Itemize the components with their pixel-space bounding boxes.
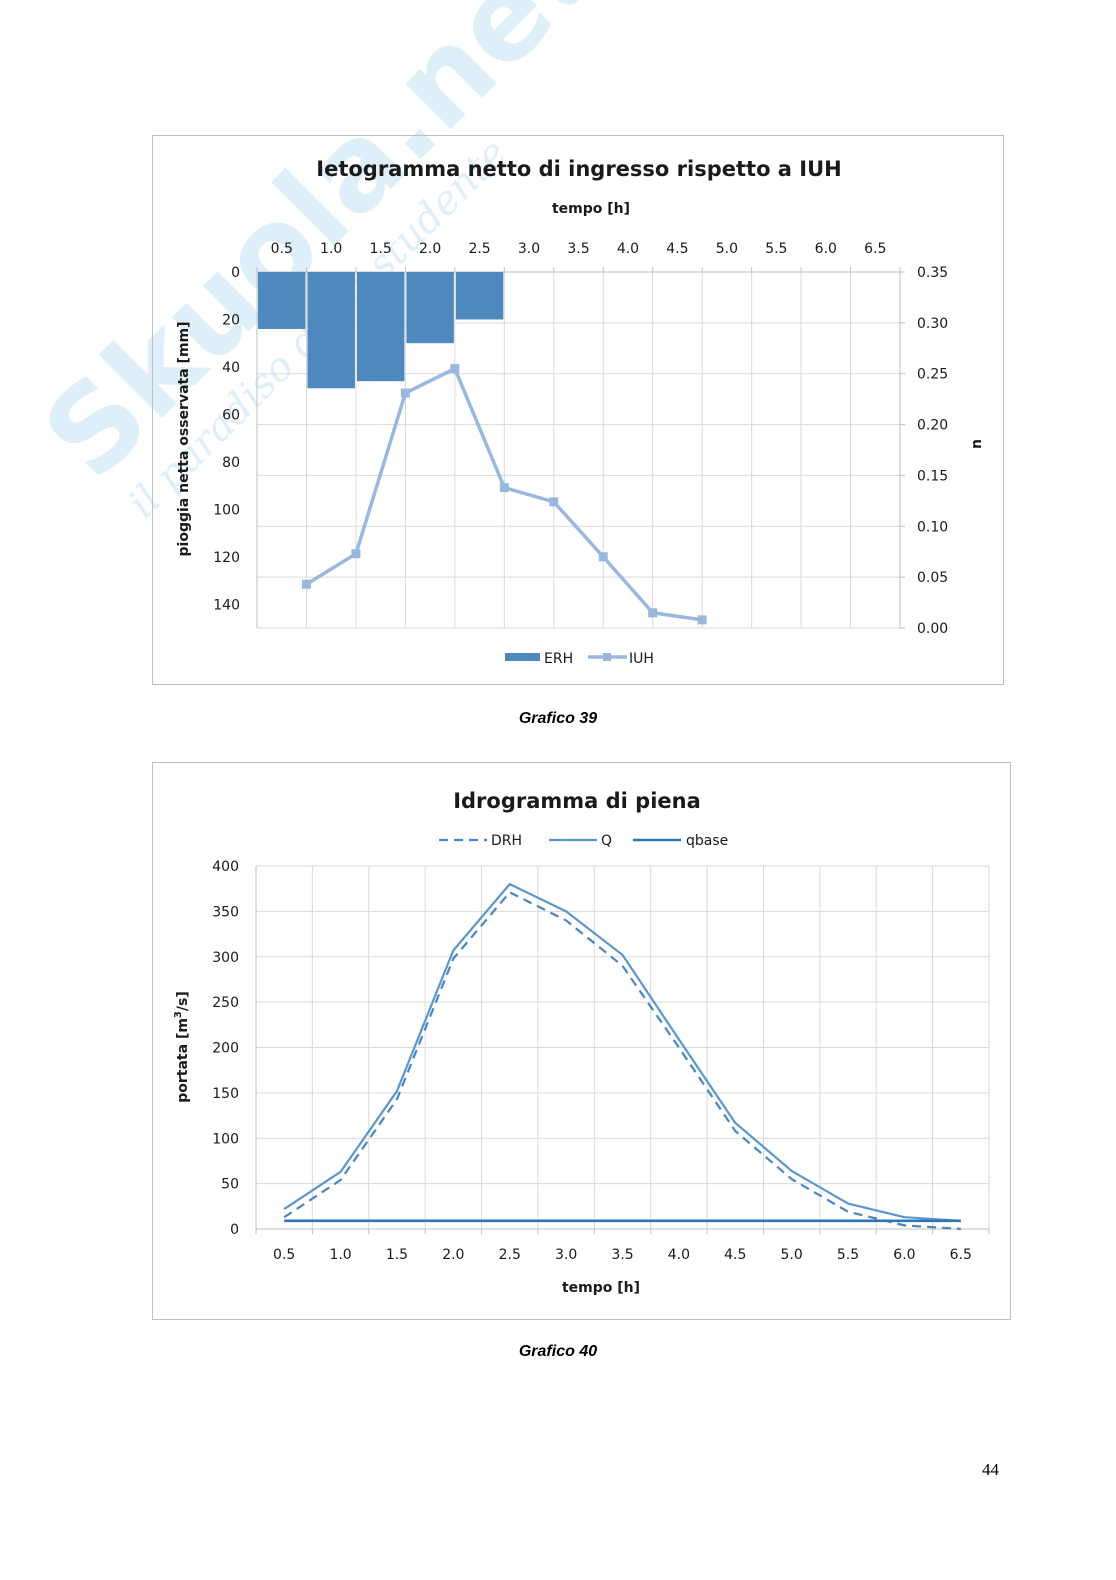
legend-drh-label: DRH	[491, 833, 522, 849]
chart-ietogramma-plot: Ietogramma netto di ingresso rispetto a …	[176, 157, 985, 667]
erh-bar-3	[406, 272, 454, 344]
x-tick-label-12: 6.5	[864, 241, 886, 257]
x-tick-label-9: 5.0	[781, 1247, 803, 1263]
y-tick-label-4: 200	[212, 1041, 239, 1057]
x-tick-label-10: 5.5	[837, 1247, 859, 1263]
chart-ietogramma-title: Ietogramma netto di ingresso rispetto a …	[316, 157, 841, 181]
x-tick-label-2: 1.5	[370, 241, 392, 257]
legend-erh-swatch	[505, 653, 540, 661]
y-tick-label-5: 100	[213, 502, 240, 518]
y-tick-label-0: 0	[231, 265, 240, 281]
chart-ietogramma-ylabel: pioggia netta osservata [mm]	[176, 321, 192, 556]
x-tick-label-11: 6.0	[893, 1247, 915, 1263]
legend-iuh-marker	[603, 653, 611, 661]
y-tick-label-2: 100	[212, 1131, 239, 1147]
y2-tick-label-5: 0.25	[917, 367, 948, 383]
y2-tick-label-4: 0.20	[917, 418, 948, 434]
y-tick-label-1: 50	[221, 1177, 239, 1193]
y-tick-label-2: 40	[222, 360, 240, 376]
y2-tick-label-6: 0.30	[917, 316, 948, 332]
erh-bar-2	[356, 272, 405, 382]
x-tick-label-11: 6.0	[815, 241, 837, 257]
y2-tick-label-1: 0.05	[917, 570, 948, 586]
x-tick-label-5: 3.0	[555, 1247, 577, 1263]
y-tick-label-1: 20	[222, 312, 240, 328]
chart-idrogramma-title: Idrogramma di piena	[453, 789, 701, 813]
x-tick-label-3: 2.0	[442, 1247, 464, 1263]
y-tick-label-6: 300	[212, 950, 239, 966]
series-q-line	[283, 883, 961, 1222]
erh-bar-0	[258, 272, 306, 329]
iuh-point-8	[697, 615, 707, 625]
x-tick-label-1: 1.0	[320, 241, 342, 257]
iuh-point-4	[499, 483, 509, 493]
x-tick-label-4: 2.5	[499, 1247, 521, 1263]
x-tick-label-7: 4.0	[617, 241, 639, 257]
legend-q-label: Q	[601, 833, 612, 849]
x-tick-label-1: 1.0	[329, 1247, 351, 1263]
x-tick-label-3: 2.0	[419, 241, 441, 257]
chart-ietogramma-xlabel: tempo [h]	[552, 201, 630, 217]
x-tick-label-6: 3.5	[567, 241, 589, 257]
y-tick-label-5: 250	[212, 995, 239, 1011]
iuh-point-5	[549, 497, 559, 507]
y-tick-label-0: 0	[230, 1222, 239, 1238]
y-tick-label-3: 150	[212, 1086, 239, 1102]
x-tick-label-8: 4.5	[666, 241, 688, 257]
y2-tick-label-3: 0.15	[917, 468, 948, 484]
y-tick-label-7: 350	[212, 904, 239, 920]
x-tick-label-8: 4.5	[724, 1247, 746, 1263]
chart-idrogramma-ylabel: portata [m3/s]	[173, 991, 191, 1103]
x-tick-label-9: 5.0	[716, 241, 738, 257]
x-tick-label-10: 5.5	[765, 241, 787, 257]
iuh-point-7	[648, 608, 658, 618]
x-tick-label-5: 3.0	[518, 241, 540, 257]
y2-tick-label-2: 0.10	[917, 519, 948, 535]
legend-erh-label: ERH	[544, 651, 573, 667]
series-drh-line	[283, 891, 961, 1231]
y2-tick-label-0: 0.00	[917, 621, 948, 637]
x-tick-label-0: 0.5	[271, 241, 293, 257]
x-tick-label-6: 3.5	[611, 1247, 633, 1263]
legend-iuh-label: IUH	[629, 651, 654, 667]
iuh-point-2	[400, 388, 410, 398]
page-number: 44	[982, 1460, 999, 1479]
iuh-point-6	[598, 552, 608, 562]
iuh-point-0	[301, 579, 311, 589]
x-tick-label-0: 0.5	[273, 1247, 295, 1263]
y-tick-label-7: 140	[213, 597, 240, 613]
chart-idrogramma-xlabel: tempo [h]	[562, 1280, 640, 1296]
x-tick-label-4: 2.5	[468, 241, 490, 257]
caption-grafico-39: Grafico 39	[518, 710, 598, 727]
iuh-point-3	[450, 364, 460, 374]
iuh-point-1	[351, 549, 361, 559]
erh-bar-1	[307, 272, 355, 389]
x-tick-label-7: 4.0	[668, 1247, 690, 1263]
chart-ietogramma-y2label: u	[969, 439, 985, 449]
y-tick-label-8: 400	[212, 859, 239, 875]
legend-qbase-label: qbase	[686, 833, 728, 849]
y-tick-label-3: 60	[222, 407, 240, 423]
x-tick-label-12: 6.5	[950, 1247, 972, 1263]
erh-bar-4	[455, 272, 504, 320]
chart-ietogramma: Ietogramma netto di ingresso rispetto a …	[152, 135, 1004, 685]
x-tick-label-2: 1.5	[386, 1247, 408, 1263]
y2-tick-label-7: 0.35	[917, 265, 948, 281]
caption-grafico-40: Grafico 40	[518, 1343, 598, 1360]
y-tick-label-4: 80	[222, 455, 240, 471]
y-tick-label-6: 120	[213, 550, 240, 566]
